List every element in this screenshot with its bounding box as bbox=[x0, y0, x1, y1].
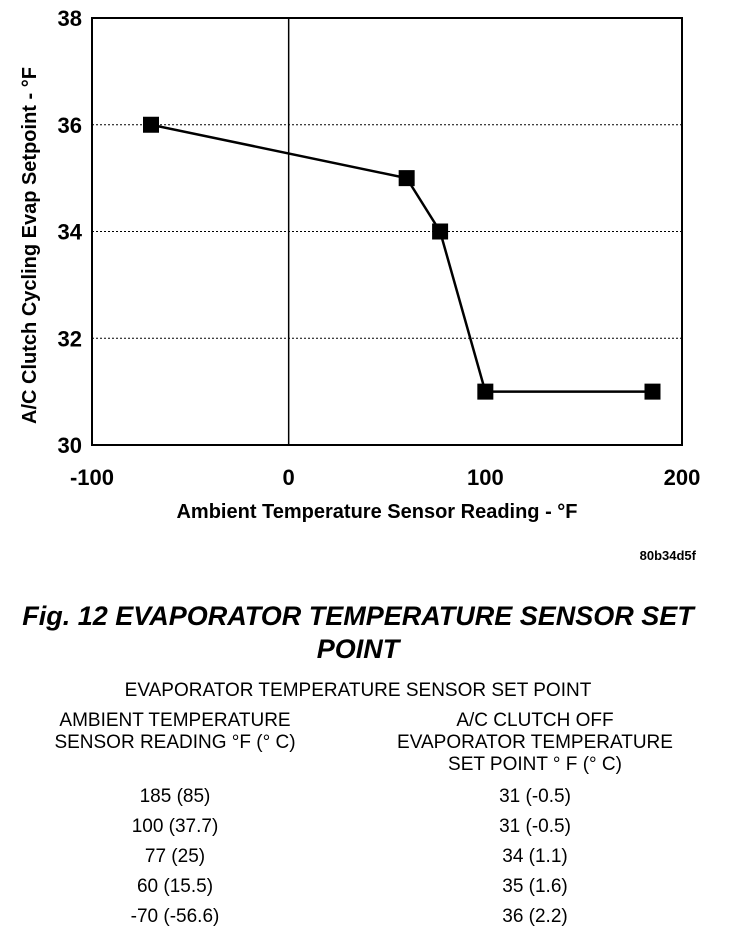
y-tick-label: 34 bbox=[58, 220, 83, 245]
y-axis-title: A/C Clutch Cycling Evap Setpoint - °F bbox=[19, 67, 41, 424]
table-cell-setpoint: 31 (-0.5) bbox=[499, 786, 571, 807]
y-tick-label: 38 bbox=[58, 6, 82, 31]
series-line bbox=[150, 123, 653, 393]
y-tick-label: 30 bbox=[58, 433, 82, 458]
data-point bbox=[477, 383, 494, 400]
table-row: 185 (85) 31 (-0.5) bbox=[0, 786, 736, 816]
y-tick-label: 32 bbox=[58, 326, 82, 351]
table-cell-setpoint: 34 (1.1) bbox=[502, 846, 568, 867]
y-tick-label: 36 bbox=[58, 113, 82, 138]
data-point bbox=[143, 116, 159, 133]
table-cell-setpoint: 36 (2.2) bbox=[502, 906, 568, 927]
plot-frame bbox=[91, 17, 683, 446]
x-axis-title: Ambient Temperature Sensor Reading - °F bbox=[176, 501, 577, 523]
data-point bbox=[644, 383, 661, 400]
figure-title: Fig. 12 EVAPORATOR TEMPERATURE SENSOR SE… bbox=[22, 601, 694, 664]
table-header-ambient: AMBIENT TEMPERATURE SENSOR READING °F (°… bbox=[54, 710, 296, 753]
x-tick-label: 200 bbox=[664, 465, 701, 490]
data-point bbox=[432, 223, 449, 240]
evap-setpoint-chart: 30 32 34 36 38 -100 0 100 200 Ambient Temperature… bbox=[19, 6, 701, 523]
table-body: 185 (85) 31 (-0.5) 100 (37.7) 31 (-0.5) … bbox=[0, 786, 736, 936]
table-row: 100 (37.7) 31 (-0.5) bbox=[0, 816, 736, 846]
figure-code: 80b34d5f bbox=[639, 548, 696, 563]
table-row: 60 (15.5) 35 (1.6) bbox=[0, 876, 736, 906]
x-tick-label: 0 bbox=[283, 465, 295, 490]
table-header-setpoint: A/C CLUTCH OFF EVAPORATOR TEMPERATURE SE… bbox=[397, 710, 673, 775]
table-cell-ambient: 100 (37.7) bbox=[131, 816, 219, 837]
table-cell-setpoint: 31 (-0.5) bbox=[499, 816, 571, 837]
table-cell-ambient: 60 (15.5) bbox=[136, 876, 214, 897]
table-row: -70 (-56.6) 36 (2.2) bbox=[0, 906, 736, 936]
table-title: EVAPORATOR TEMPERATURE SENSOR SET POINT bbox=[124, 680, 592, 701]
x-tick-label: 100 bbox=[467, 465, 504, 490]
data-point bbox=[398, 170, 415, 187]
table-cell-ambient: 185 (85) bbox=[139, 786, 211, 807]
x-tick-label: -100 bbox=[70, 465, 114, 490]
table-cell-ambient: 77 (25) bbox=[144, 846, 206, 867]
table-row: 77 (25) 34 (1.1) bbox=[0, 846, 736, 876]
table-cell-ambient: -70 (-56.6) bbox=[130, 906, 220, 927]
table-cell-setpoint: 35 (1.6) bbox=[502, 876, 568, 897]
